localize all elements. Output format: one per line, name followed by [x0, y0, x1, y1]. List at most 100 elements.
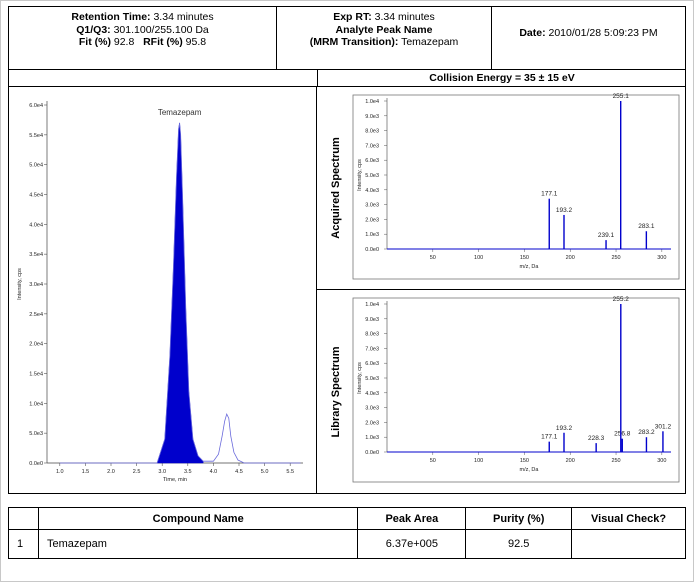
peak-label: Temazepam — [158, 108, 202, 117]
table-row: 1 Temazepam 6.37e+005 92.5 — [8, 529, 686, 559]
row-visual-check[interactable] — [571, 529, 686, 559]
y-tick-label: 5.5e4 — [29, 133, 43, 139]
y-tick-label: 1.0e4 — [29, 401, 43, 407]
y-axis-label: Intensity, cps — [357, 362, 363, 394]
x-tick-label: 5.5 — [286, 469, 294, 475]
y-tick-label: 1.0e3 — [365, 435, 379, 441]
y-tick-label: 1.0e3 — [365, 232, 379, 238]
col-header-peak-area: Peak Area — [357, 507, 467, 530]
x-axis-label: m/z, Da — [520, 467, 540, 473]
col-header-purity: Purity (%) — [465, 507, 573, 530]
x-axis-label: m/z, Da — [520, 264, 540, 270]
chromatogram-trace — [59, 122, 301, 464]
x-tick-label: 1.0 — [56, 469, 64, 475]
y-tick-label: 2.0e3 — [365, 420, 379, 426]
fit-value: 92.8 — [113, 36, 135, 48]
y-tick-label: 0.0e0 — [365, 450, 379, 456]
exp-rt-label: Exp RT: — [333, 11, 372, 23]
q1q3-value: 301.100/255.100 Da — [113, 23, 209, 36]
rfit-value: 95.8 — [185, 36, 207, 48]
x-tick-label: 100 — [474, 255, 483, 261]
date-label: Date: — [519, 27, 546, 39]
x-tick-label: 3.0 — [158, 469, 166, 475]
y-tick-label: 9.0e3 — [365, 317, 379, 323]
library-plot-frame — [352, 297, 680, 483]
x-tick-label: 100 — [474, 458, 483, 464]
x-tick-label: 200 — [566, 255, 575, 261]
chromatogram-panel: 0.0e0 5.0e3 1.0e4 1.5e4 2.0e4 2.5e4 3.0e4 3.5e4… — [9, 87, 317, 493]
x-tick-label: 2.5 — [133, 469, 141, 475]
retention-info: Retention Time: 3.34 minutes Q1/Q3: 301.… — [9, 7, 277, 69]
library-spectrum-label-wrap: Library Spectrum — [325, 290, 347, 493]
peak-label: 283.1 — [638, 223, 655, 230]
library-spectrum-panel: Library Spectrum 0.0e0 1.0e3 2.0e3 3.0e3 4.0… — [317, 290, 686, 493]
acquired-spectrum-chart: 0.0e0 1.0e3 2.0e3 3.0e3 4.0e3 5.0e3 6.0e3 7.0e3… — [352, 93, 680, 280]
y-tick-label: 2.0e3 — [365, 217, 379, 223]
y-tick-label: 7.0e3 — [365, 346, 379, 352]
peak-label: 283.2 — [638, 429, 655, 436]
y-tick-label: 1.0e4 — [365, 99, 379, 105]
y-tick-label: 6.0e3 — [365, 158, 379, 164]
y-tick-label: 4.0e3 — [365, 391, 379, 397]
y-tick-label: 4.0e3 — [365, 188, 379, 194]
main-panel: 0.0e0 5.0e3 1.0e4 1.5e4 2.0e4 2.5e4 3.0e4 3.5e4… — [8, 87, 686, 494]
y-axis-label: Intensity, cps — [17, 268, 23, 300]
filled-peak — [156, 122, 204, 464]
peak-label: 255.2 — [613, 296, 630, 303]
y-tick-label: 5.0e3 — [365, 376, 379, 382]
y-tick-label: 8.0e3 — [365, 332, 379, 338]
rfit-label: RFit (%) — [143, 36, 183, 48]
y-tick-label: 3.0e3 — [365, 203, 379, 209]
x-tick-label: 3.5 — [184, 469, 192, 475]
x-tick-label: 250 — [611, 255, 620, 261]
peak-label: 177.1 — [541, 434, 558, 441]
date-info: Date: 2010/01/28 5:09:23 PM — [492, 7, 685, 69]
collision-row: Collision Energy = 35 ± 15 eV — [8, 70, 686, 87]
y-tick-label: 3.0e3 — [365, 406, 379, 412]
table-header-row: Compound Name Peak Area Purity (%) Visua… — [8, 507, 686, 530]
peak-label: 255.1 — [613, 93, 630, 100]
y-tick-label: 3.0e4 — [29, 282, 43, 288]
y-tick-label: 6.0e4 — [29, 103, 43, 109]
y-tick-label: 5.0e3 — [29, 431, 43, 437]
mrm-transition-value: Temazepam — [401, 36, 459, 48]
x-tick-label: 50 — [430, 255, 436, 261]
y-tick-label: 1.5e4 — [29, 372, 43, 378]
peak-label: 193.2 — [556, 425, 573, 432]
x-tick-label: 1.5 — [82, 469, 90, 475]
y-tick-label: 6.0e3 — [365, 361, 379, 367]
peak-label: 301.2 — [655, 423, 672, 430]
x-tick-label: 300 — [657, 458, 666, 464]
y-tick-label: 7.0e3 — [365, 143, 379, 149]
col-header-compound-name: Compound Name — [37, 507, 359, 530]
acquired-spectrum-label: Acquired Spectrum — [330, 137, 342, 239]
chromatogram-chart: 0.0e0 5.0e3 1.0e4 1.5e4 2.0e4 2.5e4 3.0e4 3.5e4… — [17, 101, 303, 483]
q1q3-label: Q1/Q3: — [76, 23, 111, 36]
results-table: Compound Name Peak Area Purity (%) Visua… — [8, 507, 686, 559]
x-tick-label: 300 — [657, 255, 666, 261]
analyte-info: Exp RT: 3.34 minutes Analyte Peak Name (… — [277, 7, 492, 69]
x-tick-label: 200 — [566, 458, 575, 464]
y-tick-label: 3.5e4 — [29, 252, 43, 258]
date-value: 2010/01/28 5:09:23 PM — [548, 27, 658, 39]
acquired-spectrum-panel: Acquired Spectrum 0.0e0 1.0e3 2.0e3 3.0e3 4.… — [317, 87, 686, 290]
y-tick-label: 8.0e3 — [365, 129, 379, 135]
collision-energy: Collision Energy = 35 ± 15 eV — [317, 70, 686, 86]
retention-time-value: 3.34 minutes — [153, 11, 214, 23]
y-tick-label: 0.0e0 — [29, 461, 43, 467]
row-purity: 92.5 — [465, 529, 573, 559]
report-header: Retention Time: 3.34 minutes Q1/Q3: 301.… — [8, 6, 686, 70]
x-tick-label: 4.0 — [210, 469, 218, 475]
y-tick-label: 4.5e4 — [29, 193, 43, 199]
acquired-spectrum-label-wrap: Acquired Spectrum — [325, 87, 347, 289]
x-tick-label: 5.0 — [261, 469, 269, 475]
y-tick-label: 5.0e4 — [29, 163, 43, 169]
y-tick-label: 2.5e4 — [29, 312, 43, 318]
y-tick-label: 5.0e3 — [365, 173, 379, 179]
library-spectrum-chart: 0.0e0 1.0e3 2.0e3 3.0e3 4.0e3 5.0e3 6.0e3 7.0e3… — [352, 296, 680, 483]
y-tick-label: 4.0e4 — [29, 222, 43, 228]
acquired-plot-frame — [352, 94, 680, 280]
y-tick-label: 2.0e4 — [29, 342, 43, 348]
exp-rt-value: 3.34 minutes — [374, 11, 435, 23]
y-tick-label: 9.0e3 — [365, 114, 379, 120]
